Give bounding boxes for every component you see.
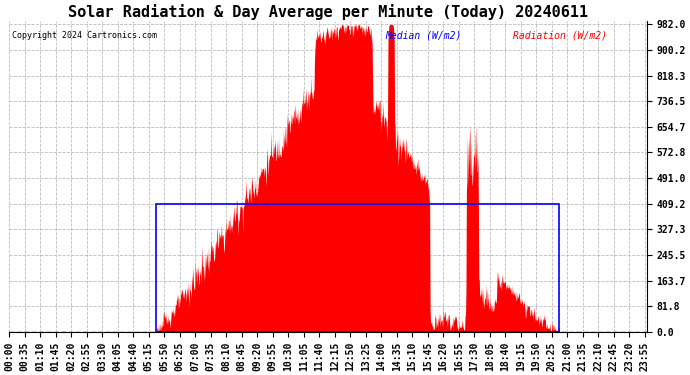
Text: Median (W/m2): Median (W/m2): [385, 31, 462, 40]
Text: Radiation (W/m2): Radiation (W/m2): [513, 31, 607, 40]
Title: Solar Radiation & Day Average per Minute (Today) 20240611: Solar Radiation & Day Average per Minute…: [68, 4, 588, 20]
Bar: [156, 204, 560, 332]
Text: Copyright 2024 Cartronics.com: Copyright 2024 Cartronics.com: [12, 31, 157, 40]
